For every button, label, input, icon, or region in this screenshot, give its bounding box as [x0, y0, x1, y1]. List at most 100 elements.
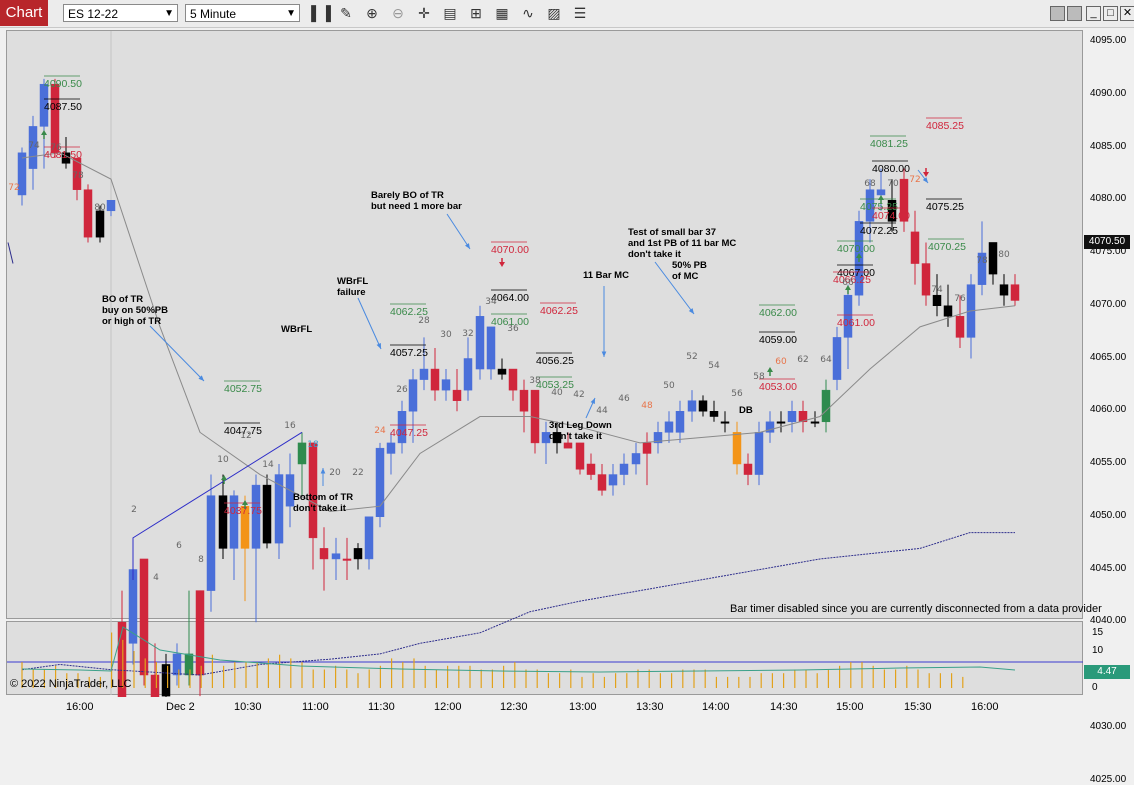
interval-select[interactable]: 5 Minute ▼ [185, 4, 300, 22]
candle-body [397, 411, 407, 444]
indicators-icon[interactable]: ∿ [522, 5, 534, 21]
time-tick-label: 12:30 [500, 701, 528, 713]
price-axis[interactable] [1084, 30, 1134, 695]
instrument-select[interactable]: ES 12-22 ▼ [63, 4, 178, 22]
bar-number-label: 46 [618, 394, 630, 404]
bar-number-label: 36 [507, 324, 519, 334]
annotation-arrow-head [320, 468, 326, 474]
data-box-icon[interactable]: ▤ [443, 5, 457, 21]
minimize-icon[interactable]: _ [1086, 6, 1101, 21]
maximize-icon[interactable]: □ [1103, 6, 1118, 21]
bar-number-label: 2 [131, 505, 137, 515]
candle-body [195, 590, 205, 676]
time-tick-label: 10:30 [234, 701, 262, 713]
crosshair-icon[interactable]: ✛ [418, 5, 430, 21]
annotation-arrow [357, 297, 382, 350]
candle-body [709, 411, 719, 417]
chart-tab[interactable]: Chart [0, 0, 48, 26]
volume-tick-label: 15 [1092, 627, 1104, 638]
price-marker-label: 4080.00 [872, 163, 910, 175]
price-marker-label: 4062.25 [390, 306, 428, 318]
bar-number-label: 12 [240, 431, 251, 441]
properties-icon[interactable]: ⊞ [470, 5, 482, 21]
candle-body [452, 389, 462, 401]
price-marker-label: 4066.25 [833, 274, 871, 286]
price-marker-label: 4081.50 [44, 149, 82, 161]
annotation-arrow [149, 325, 205, 382]
candle-body [787, 411, 797, 423]
price-panel[interactable] [6, 30, 1083, 619]
zoom-out-icon[interactable]: ⊖ [392, 5, 404, 21]
draw-icon[interactable]: ✎ [340, 5, 352, 21]
bar-number-label: 40 [551, 388, 563, 398]
bar-number-label: 50 [663, 381, 675, 391]
candle-body [619, 463, 629, 475]
bar-number-label: 30 [440, 330, 452, 340]
candle-body [408, 379, 418, 412]
candle-body [218, 495, 228, 549]
price-marker-label: 4052.75 [224, 383, 262, 395]
bar-number-label: 18 [307, 440, 319, 450]
zoom-in-icon[interactable]: ⊕ [366, 5, 378, 21]
price-marker-label: 4061.00 [837, 317, 875, 329]
price-marker-label: 4075.25 [926, 201, 964, 213]
volume-tick-label: 10 [1092, 645, 1104, 656]
copyright: © 2022 NinjaTrader, LLC [10, 678, 132, 690]
price-tick-label: 4085.00 [1090, 140, 1127, 152]
trendline [132, 431, 303, 581]
candle-body [843, 294, 853, 338]
candle-body [631, 453, 641, 465]
arrow-up-icon [767, 367, 773, 372]
price-marker-label: 4075.25 [860, 201, 898, 213]
price-marker-label: 4072.25 [860, 225, 898, 237]
annotation-arrow-head [376, 343, 381, 349]
bar-number-label: 32 [462, 329, 473, 339]
bar-number-label: 76 [50, 143, 62, 153]
candle-body [251, 484, 261, 549]
time-tick-label: 15:00 [836, 701, 864, 713]
price-marker-label: 4070.00 [837, 243, 875, 255]
tile-icon[interactable] [1050, 6, 1065, 21]
tile-icon[interactable] [1067, 6, 1082, 21]
candle-body [743, 463, 753, 475]
candle-body [39, 83, 49, 127]
bar-number-label: 64 [820, 355, 832, 365]
strategies-icon[interactable]: ▦ [495, 5, 509, 21]
price-marker-label: 4090.50 [44, 78, 82, 90]
arrow-up-icon [221, 475, 227, 480]
bar-number-label: 60 [775, 357, 787, 367]
candle-body [887, 200, 897, 222]
vwap-line [7, 242, 14, 264]
candle-body [955, 316, 965, 338]
price-tick-label: 4025.00 [1090, 773, 1127, 785]
volume-average-line [21, 626, 1016, 673]
bar-type-icon[interactable]: ▌▐ [311, 5, 331, 21]
annotation-arrow-head [922, 177, 928, 183]
bar-number-label: 52 [686, 352, 697, 362]
bar-number-label: 62 [797, 355, 808, 365]
close-icon[interactable]: ✕ [1120, 6, 1134, 21]
candle-body [910, 231, 920, 264]
price-tick-label: 4030.00 [1090, 720, 1127, 732]
time-tick-label: 16:00 [66, 701, 94, 713]
instrument-value: ES 12-22 [68, 7, 119, 21]
db-annotation: DB [739, 405, 753, 416]
volume-value-tag: 4.47 [1084, 665, 1130, 679]
candle-body [139, 558, 149, 676]
candle-body [206, 495, 216, 591]
candle-body [128, 569, 138, 644]
tools-icon[interactable]: ▨ [547, 5, 561, 21]
eleven-bar-mc-annotation: 11 Bar MC [583, 270, 629, 281]
time-tick-label: 15:30 [904, 701, 932, 713]
bar-number-label: 66 [842, 278, 854, 288]
candle-body [319, 548, 329, 560]
candle-body [732, 432, 742, 465]
more-icon[interactable]: ☰ [573, 5, 587, 21]
candle-body [172, 653, 182, 676]
annotation-arrow [654, 261, 695, 315]
candle-body [117, 622, 127, 697]
candle-body [999, 284, 1009, 296]
vwap-line [21, 532, 1015, 676]
bar-number-label: 14 [262, 460, 274, 470]
candle-body [364, 516, 374, 560]
